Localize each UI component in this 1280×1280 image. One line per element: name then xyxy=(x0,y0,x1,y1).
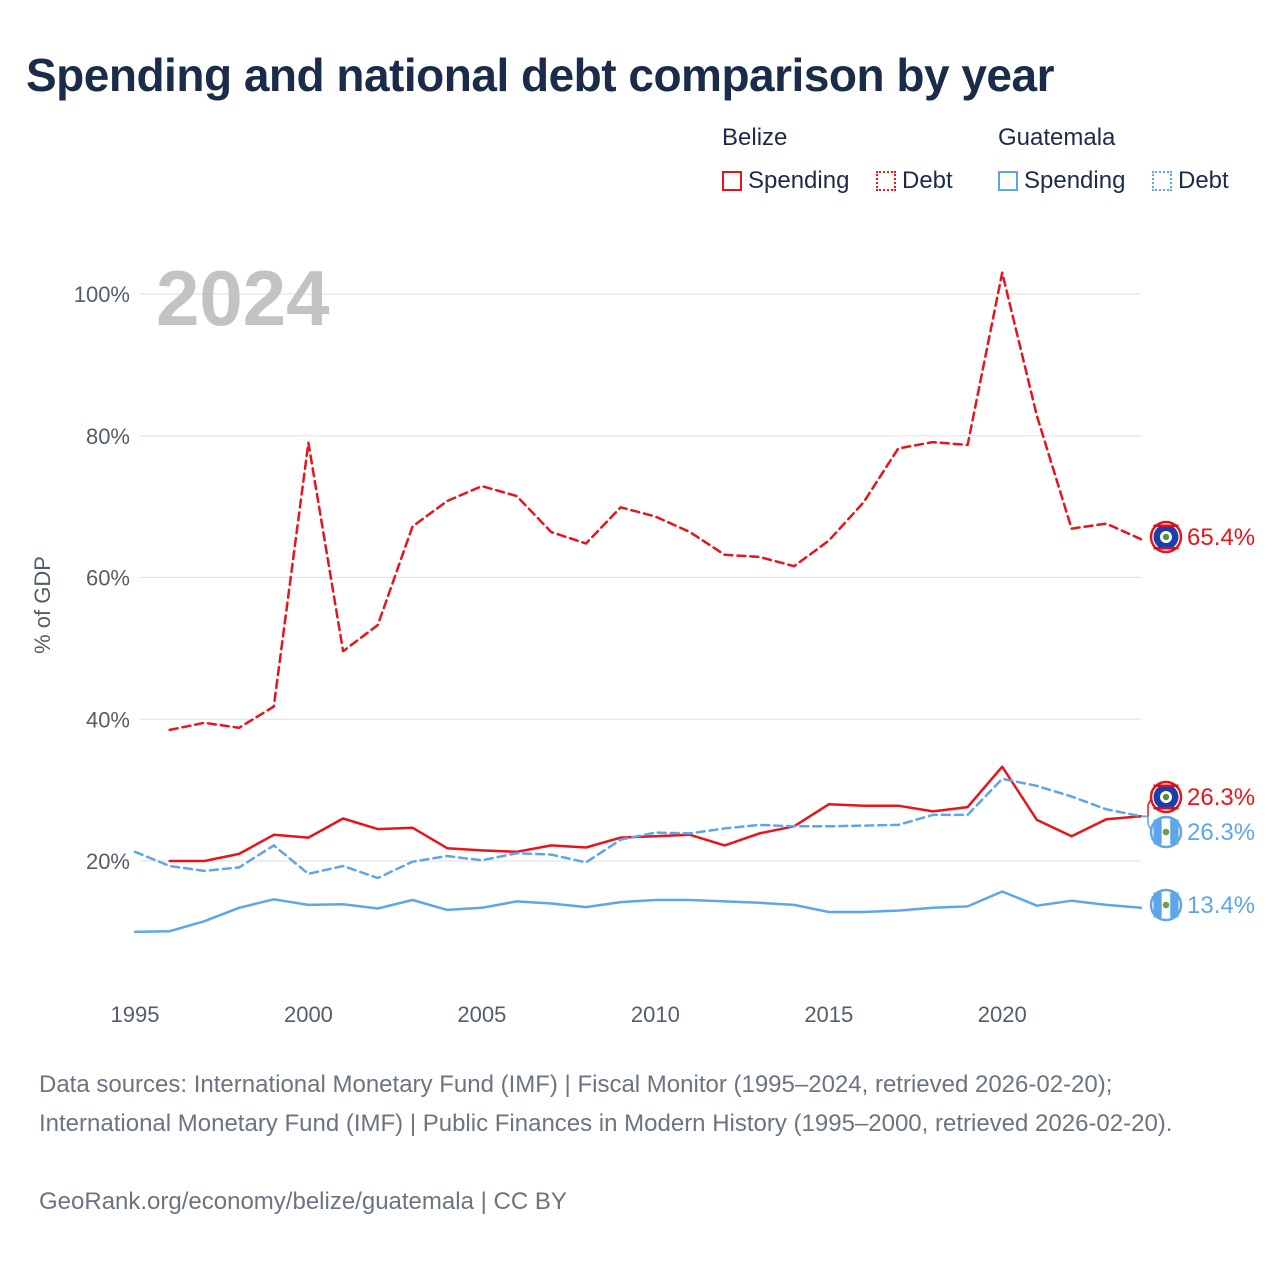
end-value-label: 26.3% xyxy=(1187,819,1255,846)
label-connector xyxy=(1141,815,1153,833)
flag-emblem xyxy=(1162,901,1170,909)
series-line-belize-spending[interactable] xyxy=(168,765,1143,863)
flag-band xyxy=(1170,892,1179,918)
chart-title: Spending and national debt comparison by… xyxy=(26,49,1055,101)
dotted-line-swatch-icon xyxy=(1152,171,1172,191)
x-tick-label: 2015 xyxy=(804,1002,853,1027)
solid-line-swatch-icon xyxy=(998,171,1018,191)
series-line-guatemala-spending[interactable] xyxy=(133,890,1143,934)
series-lines xyxy=(133,271,1143,934)
y-axis-label: % of GDP xyxy=(30,556,55,654)
x-axis-ticks: 1995 2000 2005 2010 2015 2020 xyxy=(111,1002,1027,1027)
legend-item-belize-debt[interactable]: Debt xyxy=(876,166,953,196)
flag-emblem-center xyxy=(1162,793,1170,801)
year-watermark: 2024 xyxy=(156,254,330,342)
flag-band xyxy=(1170,819,1179,845)
end-value-label: 65.4% xyxy=(1187,524,1255,551)
flag-band xyxy=(1153,819,1162,845)
end-value-label: 26.3% xyxy=(1187,784,1255,811)
end-value-label: 13.4% xyxy=(1187,892,1255,919)
flag-stripe xyxy=(1153,784,1179,787)
legend-label: Spending xyxy=(748,167,850,194)
flag-emblem xyxy=(1162,828,1170,836)
x-tick-label: 2010 xyxy=(631,1002,680,1027)
belize-flag-icon xyxy=(1149,520,1183,554)
y-axis-ticks: 20% 40% 60% 80% 100% xyxy=(74,282,130,874)
y-tick-label: 20% xyxy=(86,849,130,874)
flag-stripe xyxy=(1153,807,1179,810)
x-tick-label: 1995 xyxy=(111,1002,160,1027)
guatemala-flag-icon xyxy=(1149,815,1183,849)
x-tick-label: 2005 xyxy=(457,1002,506,1027)
x-tick-label: 2020 xyxy=(978,1002,1027,1027)
solid-line-swatch-icon xyxy=(722,171,742,191)
legend-label: Debt xyxy=(902,167,953,194)
credit-link[interactable]: GeoRank.org/economy/belize/guatemala | C… xyxy=(39,1188,567,1215)
belize-flag-icon xyxy=(1149,780,1183,814)
line-chart: 2024 20% 40% 60% 80% 100% 1995 2000 2005 2010 20… xyxy=(30,254,1255,1027)
data-sources: Data sources: International Monetary Fun… xyxy=(39,1071,1173,1137)
legend-item-belize-spending[interactable]: Spending xyxy=(722,166,849,196)
gridlines xyxy=(140,293,1141,862)
legend-group-guatemala: Guatemala xyxy=(998,124,1116,151)
legend-label: Spending xyxy=(1024,167,1126,194)
y-tick-label: 60% xyxy=(86,566,130,591)
y-tick-label: 100% xyxy=(74,282,130,307)
flag-band xyxy=(1153,892,1162,918)
dotted-line-swatch-icon xyxy=(876,171,896,191)
flag-stripe xyxy=(1153,547,1179,550)
legend-group-belize: Belize xyxy=(722,124,788,151)
y-tick-label: 40% xyxy=(86,707,130,732)
series-line-guatemala-debt[interactable] xyxy=(133,777,1143,880)
legend-label: Debt xyxy=(1178,167,1229,194)
flag-stripe xyxy=(1153,524,1179,527)
legend-item-guatemala-spending[interactable]: Spending xyxy=(998,166,1125,196)
legend-item-guatemala-debt[interactable]: Debt xyxy=(1152,166,1229,196)
flag-emblem-center xyxy=(1162,533,1170,541)
x-tick-label: 2000 xyxy=(284,1002,333,1027)
guatemala-flag-icon xyxy=(1149,888,1183,922)
series-line-belize-debt[interactable] xyxy=(168,271,1143,732)
end-labels: 65.4% 26.3% 26.3% 13.4% xyxy=(1141,520,1255,922)
y-tick-label: 80% xyxy=(86,424,130,449)
